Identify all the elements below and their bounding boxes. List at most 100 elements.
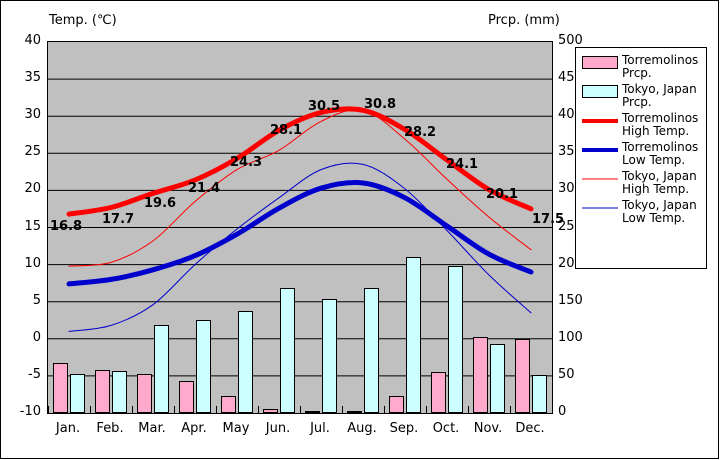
right-tick-label: 500 (558, 33, 583, 48)
axis-tick (300, 406, 301, 413)
legend-item[interactable]: Tokyo, Japan Low Temp. (582, 199, 706, 225)
precipitation-bar (70, 374, 85, 413)
legend-label-line1: Tokyo, Japan (622, 169, 697, 183)
data-label-high-temp: 30.8 (364, 97, 397, 113)
precipitation-bar (137, 374, 152, 413)
precipitation-bar (364, 288, 379, 413)
month-label: Sep. (389, 421, 419, 436)
legend-label-line1: Tokyo, Japan (622, 82, 697, 96)
legend-swatch-icon (582, 56, 618, 69)
legend-swatch-icon (582, 85, 618, 98)
data-label-high-temp: 24.3 (230, 155, 263, 171)
precipitation-bar (196, 320, 211, 413)
data-label-high-temp: 20.1 (486, 186, 519, 202)
precipitation-bar (238, 310, 253, 413)
legend-label-line2: Prcp. (622, 66, 652, 80)
precipitation-bar (406, 257, 421, 413)
precipitation-bar (280, 288, 295, 413)
axis-tick (174, 406, 175, 413)
right-tick-label: 100 (558, 329, 583, 345)
right-tick-label: 50 (558, 366, 575, 382)
month-label: Jul. (310, 421, 330, 436)
gridlines-layer (48, 78, 552, 377)
plot-area (47, 41, 553, 414)
axis-tick (90, 406, 91, 413)
legend-item[interactable]: Torremolinos Low Temp. (582, 141, 706, 167)
legend-item-label: Tokyo, Japan High Temp. (622, 170, 697, 196)
left-tick-label: 10 (24, 255, 41, 271)
legend-item-label: Torremolinos Low Temp. (622, 141, 698, 167)
legend-item-label: Tokyo, Japan Low Temp. (622, 199, 697, 225)
data-label-high-temp: 28.1 (270, 123, 303, 139)
legend-swatch-icon (582, 172, 618, 185)
data-label-high-temp: 17.5 (532, 211, 565, 227)
axis-tick (342, 406, 343, 413)
left-tick-label: 40 (24, 33, 41, 48)
month-label: Mar. (138, 421, 166, 436)
month-label: Jan. (55, 421, 81, 436)
legend-label-line1: Tokyo, Japan (622, 198, 697, 212)
data-label-high-temp: 28.2 (404, 124, 437, 140)
month-label: Nov. (473, 421, 503, 436)
legend-label-line2: Low Temp. (622, 211, 686, 225)
precipitation-bar (448, 266, 463, 413)
legend-label-line2: High Temp. (622, 182, 690, 196)
month-label: May (222, 421, 250, 436)
precipitation-bar (473, 336, 488, 413)
right-axis-title: Prcp. (mm) (488, 13, 560, 28)
data-label-high-temp: 17.7 (102, 212, 135, 228)
left-tick-label: 25 (24, 144, 41, 160)
data-label-high-temp: 30.5 (308, 99, 341, 115)
legend-label-line1: Torremolinos (622, 53, 699, 67)
axis-tick (48, 406, 49, 413)
legend-swatch-icon (582, 114, 618, 127)
chart-legend: Torremolinos Prcp. Tokyo, Japan Prcp. Torrem… (575, 47, 707, 269)
left-tick-label: -10 (19, 404, 41, 419)
legend-item-label: Tokyo, Japan Prcp. (622, 83, 697, 109)
precipitation-bar (490, 344, 505, 413)
legend-item-label: Torremolinos Prcp. (622, 54, 698, 80)
precipitation-bar (305, 411, 320, 413)
left-tick-label: -5 (28, 366, 41, 382)
data-label-high-temp: 16.8 (50, 219, 83, 235)
legend-item[interactable]: Torremolinos High Temp. (582, 112, 706, 138)
left-tick-label: 5 (32, 292, 41, 308)
legend-item-label: Torremolinos High Temp. (622, 112, 698, 138)
legend-label-line2: High Temp. (622, 124, 690, 138)
axis-tick (258, 406, 259, 413)
precipitation-bar (112, 371, 127, 413)
axis-tick (384, 406, 385, 413)
legend-label-line1: Torremolinos (622, 140, 699, 154)
right-tick-label: 0 (558, 404, 567, 419)
data-label-high-temp: 21.4 (188, 181, 221, 196)
left-tick-label: 30 (24, 107, 41, 123)
precipitation-bar (532, 375, 547, 413)
axis-tick (132, 406, 133, 413)
legend-swatch-icon (582, 201, 618, 214)
left-axis-title: Temp. (℃) (49, 13, 117, 28)
precipitation-bar (347, 410, 362, 413)
legend-label-line2: Prcp. (622, 95, 652, 109)
month-label: Feb. (96, 421, 124, 436)
legend-label-line1: Torremolinos (622, 111, 699, 125)
legend-label-line2: Low Temp. (622, 153, 686, 167)
data-label-high-temp: 24.1 (446, 156, 479, 172)
precipitation-bar (53, 362, 68, 413)
legend-item[interactable]: Torremolinos Prcp. (582, 54, 706, 80)
precipitation-bar (179, 381, 194, 413)
left-tick-label: 0 (32, 329, 41, 345)
data-label-high-temp: 19.6 (144, 196, 177, 212)
legend-item[interactable]: Tokyo, Japan High Temp. (582, 170, 706, 196)
month-label: Apr. (181, 421, 207, 436)
axis-tick (216, 406, 217, 413)
month-label: Dec. (515, 421, 545, 436)
month-label: Jun. (265, 421, 291, 436)
legend-item[interactable]: Tokyo, Japan Prcp. (582, 83, 706, 109)
precipitation-bar (389, 395, 404, 413)
precipitation-bar (154, 325, 169, 413)
axis-tick (510, 406, 511, 413)
precipitation-bar (431, 372, 446, 413)
right-tick-label: 150 (558, 292, 583, 308)
precipitation-bar (515, 338, 530, 413)
